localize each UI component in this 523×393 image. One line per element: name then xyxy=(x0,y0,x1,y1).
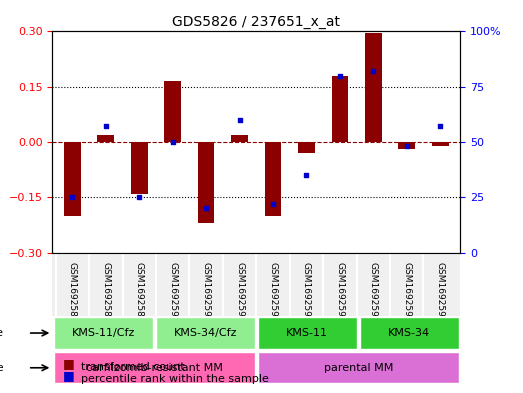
Bar xyxy=(298,142,315,153)
Title: GDS5826 / 237651_x_at: GDS5826 / 237651_x_at xyxy=(172,15,340,29)
Point xyxy=(101,123,110,130)
Point xyxy=(403,143,411,149)
Text: GSM1692591: GSM1692591 xyxy=(201,262,211,323)
Point xyxy=(135,194,143,200)
Text: percentile rank within the sample: percentile rank within the sample xyxy=(81,374,269,384)
Bar xyxy=(399,142,415,149)
Bar xyxy=(332,75,348,142)
Point xyxy=(235,117,244,123)
Bar xyxy=(365,33,382,142)
FancyBboxPatch shape xyxy=(54,352,255,384)
Text: GSM1692597: GSM1692597 xyxy=(402,262,411,323)
Text: GSM1692589: GSM1692589 xyxy=(135,262,144,323)
Point xyxy=(302,172,311,178)
Text: GSM1692592: GSM1692592 xyxy=(235,262,244,323)
Text: GSM1692590: GSM1692590 xyxy=(168,262,177,323)
Text: GSM1692595: GSM1692595 xyxy=(335,262,344,323)
Bar xyxy=(265,142,281,216)
FancyBboxPatch shape xyxy=(258,318,357,349)
Point xyxy=(269,201,277,207)
Text: cell line: cell line xyxy=(0,328,3,338)
Bar xyxy=(131,142,147,193)
Text: GSM1692598: GSM1692598 xyxy=(436,262,445,323)
Point xyxy=(68,194,76,200)
Bar xyxy=(432,142,449,146)
FancyBboxPatch shape xyxy=(258,352,459,384)
Text: cell type: cell type xyxy=(0,363,3,373)
Text: GSM1692596: GSM1692596 xyxy=(369,262,378,323)
Point xyxy=(336,72,344,79)
Point xyxy=(202,205,210,211)
Text: GSM1692588: GSM1692588 xyxy=(101,262,110,323)
Point xyxy=(369,68,378,74)
Text: parental MM: parental MM xyxy=(324,363,393,373)
FancyBboxPatch shape xyxy=(360,318,459,349)
Bar xyxy=(97,134,114,142)
Text: GSM1692593: GSM1692593 xyxy=(268,262,278,323)
Point xyxy=(436,123,445,130)
Text: KMS-11: KMS-11 xyxy=(286,328,328,338)
Text: carfilzomib-resistant MM: carfilzomib-resistant MM xyxy=(86,363,223,373)
Text: KMS-34: KMS-34 xyxy=(388,328,430,338)
Text: transformed count: transformed count xyxy=(81,362,185,373)
Text: GSM1692587: GSM1692587 xyxy=(68,262,77,323)
Text: ■: ■ xyxy=(63,358,74,371)
Text: KMS-34/Cfz: KMS-34/Cfz xyxy=(174,328,237,338)
Point xyxy=(168,139,177,145)
Text: KMS-11/Cfz: KMS-11/Cfz xyxy=(72,328,135,338)
Text: GSM1692594: GSM1692594 xyxy=(302,262,311,323)
Bar xyxy=(164,81,181,142)
FancyBboxPatch shape xyxy=(54,318,153,349)
Bar xyxy=(198,142,214,223)
Text: ■: ■ xyxy=(63,369,74,382)
Bar xyxy=(231,134,248,142)
FancyBboxPatch shape xyxy=(156,318,255,349)
Bar xyxy=(64,142,81,216)
